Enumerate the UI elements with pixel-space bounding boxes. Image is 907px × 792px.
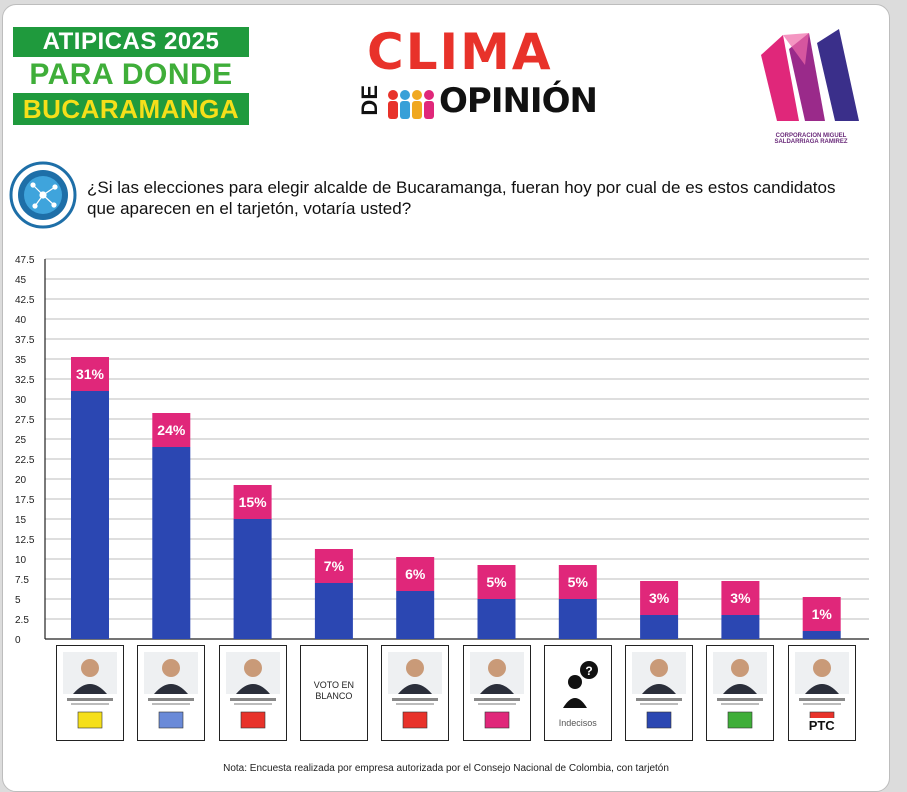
y-tick-label: 37.5: [15, 335, 35, 346]
logo-line-2: PARA DONDE VA: [13, 59, 249, 123]
bar: [152, 447, 191, 639]
bar: [558, 599, 597, 639]
corporation-logo: CORPORACION MIGUEL SALDARRIAGA RAMIREZ: [755, 25, 867, 147]
bar-value-box: [233, 485, 272, 519]
y-tick-label: 30: [15, 395, 27, 406]
bar-value-box: [477, 565, 516, 599]
footnote: Nota: Encuesta realizada por empresa aut…: [223, 763, 669, 774]
bar-value-label: 3%: [649, 590, 670, 606]
y-tick-label: 20: [15, 475, 27, 486]
bar: [721, 615, 760, 639]
survey-question: ¿Si las elecciones para elegir alcalde d…: [87, 178, 836, 218]
y-tick-label: 27.5: [15, 415, 35, 426]
corporation-mark-icon: [761, 29, 859, 121]
bar: [477, 599, 516, 639]
bar-chart: 0 2.5 5 7.5 10 12.5 15 17.5 20 22.5 25 27.5 30 32.5 35…: [15, 255, 869, 646]
candidate-card: VOTO EN BLANCO: [299, 645, 368, 741]
candidate-photo-icon: [388, 652, 443, 729]
logo-clima-text: CLIMA: [367, 23, 553, 81]
candidate-photo-icon: [225, 652, 280, 729]
bar-value-label: 24%: [157, 422, 186, 438]
y-tick-label: 45: [15, 275, 27, 286]
y-tick-label: 40: [15, 315, 27, 326]
logo-line-3: BUCARAMANGA: [13, 93, 249, 125]
bar-value-box: [396, 557, 435, 591]
candidate-card: [56, 645, 124, 741]
candidate-photo-icon: [144, 652, 199, 729]
corporation-name: CORPORACION MIGUEL SALDARRIAGA RAMIREZ: [774, 133, 848, 145]
y-tick-label: 42.5: [15, 295, 35, 306]
logo-de-text: DE: [357, 85, 382, 116]
poll-card: ATIPICAS 2025 PARA DONDE VA BUCARAMANGA …: [2, 4, 890, 792]
bar: [640, 615, 679, 639]
y-tick-label: 0: [15, 635, 21, 646]
candidate-card: [137, 645, 206, 741]
bar-value-box: [314, 549, 353, 583]
bar: [71, 391, 109, 639]
candidate-card: PTC: [787, 645, 856, 741]
logo-line-1: ATIPICAS 2025: [13, 27, 249, 57]
y-tick-label: 15: [15, 515, 27, 526]
bar: [396, 591, 435, 639]
bar-value-box: [640, 581, 679, 615]
bar-value-label: 15%: [239, 494, 268, 510]
y-tick-label: 17.5: [15, 495, 35, 506]
y-tick-label: 10: [15, 555, 27, 566]
y-tick-label: 22.5: [15, 455, 35, 466]
bar-value-label: 5%: [568, 574, 589, 590]
y-tick-label: 35: [15, 355, 27, 366]
candidate-card: [218, 645, 287, 741]
candidate-card: [462, 645, 531, 741]
bar: [233, 519, 272, 639]
candidate-card: ? Indecisos: [543, 645, 612, 741]
party-label: PTC: [800, 718, 843, 733]
candidate-photo-icon: [469, 652, 524, 729]
blank-vote-label: VOTO EN BLANCO: [313, 680, 355, 701]
candidate-photo-icon: [632, 652, 687, 729]
bar: [314, 583, 353, 639]
bar-value-label: 31%: [76, 366, 105, 382]
clima-de-opinion-logo: CLIMA DE OPINIÓN: [357, 23, 598, 133]
bar-value-box: [152, 413, 191, 447]
bar-value-box: [802, 597, 841, 631]
bar-value-box: [558, 565, 597, 599]
svg-text:?: ?: [585, 664, 592, 678]
bar-value-label: 6%: [405, 566, 426, 582]
y-tick-label: 5: [15, 595, 21, 606]
bar-value-label: 3%: [730, 590, 751, 606]
y-tick-label: 47.5: [15, 255, 35, 266]
candidate-photo-icon: [713, 652, 768, 729]
bar-value-label: 5%: [486, 574, 507, 590]
y-tick-label: 2.5: [15, 615, 29, 626]
globe-network-icon: [9, 161, 77, 229]
y-tick-label: 25: [15, 435, 27, 446]
bar-value-label: 1%: [812, 606, 833, 622]
candidate-card: [706, 645, 775, 741]
bar-value-box: [71, 357, 109, 391]
candidate-card: [381, 645, 450, 741]
bar-value-label: 7%: [324, 558, 345, 574]
y-tick-label: 7.5: [15, 575, 29, 586]
bar: [802, 631, 841, 639]
candidate-card: [625, 645, 694, 741]
atipicas-logo: ATIPICAS 2025 PARA DONDE VA BUCARAMANGA: [13, 27, 249, 125]
bar-value-box: [721, 581, 760, 615]
y-tick-label: 12.5: [15, 535, 35, 546]
undecided-label: Indecisos: [558, 718, 597, 728]
y-tick-label: 32.5: [15, 375, 35, 386]
undecided-person-icon: ?: [562, 661, 598, 708]
logo-opinion-text: OPINIÓN: [439, 81, 598, 121]
candidate-photo-icon: [63, 652, 117, 729]
people-icon: [388, 90, 434, 119]
